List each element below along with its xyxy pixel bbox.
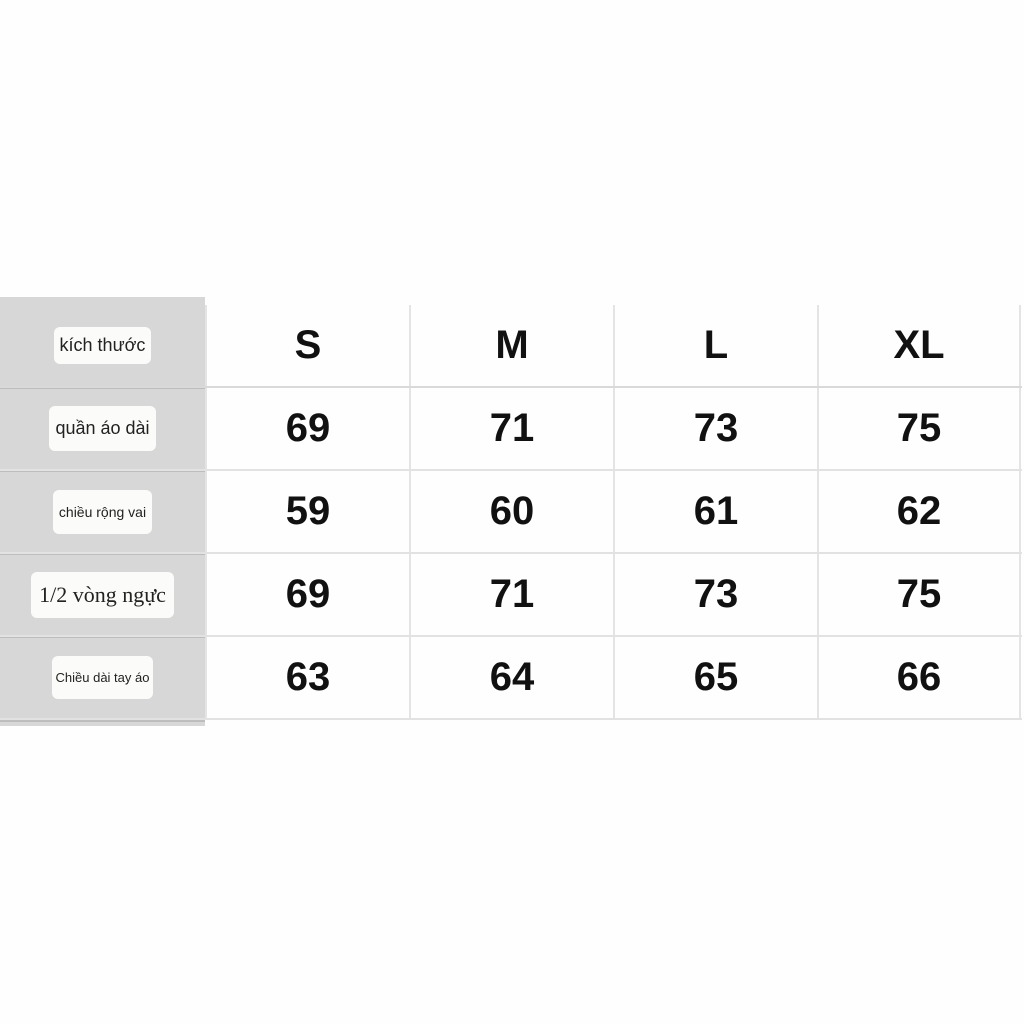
header-label-cell: kích thước xyxy=(0,305,205,386)
row-label: Chiều dài tay áo xyxy=(51,656,154,699)
value-cell: 69 xyxy=(205,388,409,469)
value-cell: 69 xyxy=(205,554,409,635)
divider xyxy=(0,636,205,638)
value-cell: 59 xyxy=(205,471,409,552)
divider xyxy=(0,553,205,555)
value-cell: 73 xyxy=(613,388,817,469)
value-cell: 61 xyxy=(613,471,817,552)
value-cell: 60 xyxy=(409,471,613,552)
value-cell: 73 xyxy=(613,554,817,635)
row-label: chiều rộng vai xyxy=(52,489,153,534)
table-row: chiều rộng vai 59 60 61 62 xyxy=(0,471,1022,554)
row-label: quần áo dài xyxy=(49,406,156,451)
divider xyxy=(0,720,205,722)
value-cell: 66 xyxy=(817,637,1021,718)
table-row: Chiều dài tay áo 63 64 65 66 xyxy=(0,637,1022,720)
value-cell: 75 xyxy=(817,554,1021,635)
row-label-cell: Chiều dài tay áo xyxy=(0,637,205,718)
size-header: XL xyxy=(817,305,1021,386)
size-header: S xyxy=(205,305,409,386)
table-row: 1/2 vòng ngực 69 71 73 75 xyxy=(0,554,1022,637)
divider xyxy=(0,470,205,472)
value-cell: 65 xyxy=(613,637,817,718)
row-label: 1/2 vòng ngực xyxy=(31,571,174,618)
value-cell: 75 xyxy=(817,388,1021,469)
size-header: M xyxy=(409,305,613,386)
value-cell: 71 xyxy=(409,554,613,635)
value-cell: 63 xyxy=(205,637,409,718)
value-cell: 62 xyxy=(817,471,1021,552)
size-header: L xyxy=(613,305,817,386)
divider xyxy=(0,387,205,389)
header-row: kích thước S M L XL xyxy=(0,305,1022,388)
table-row: quần áo dài 69 71 73 75 xyxy=(0,388,1022,471)
row-label-cell: chiều rộng vai xyxy=(0,471,205,552)
row-label-cell: 1/2 vòng ngực xyxy=(0,554,205,635)
size-chart-table: kích thước S M L XL quần áo dài 69 71 73… xyxy=(0,305,1022,720)
row-label-cell: quần áo dài xyxy=(0,388,205,469)
value-cell: 71 xyxy=(409,388,613,469)
header-label: kích thước xyxy=(53,327,152,364)
value-cell: 64 xyxy=(409,637,613,718)
